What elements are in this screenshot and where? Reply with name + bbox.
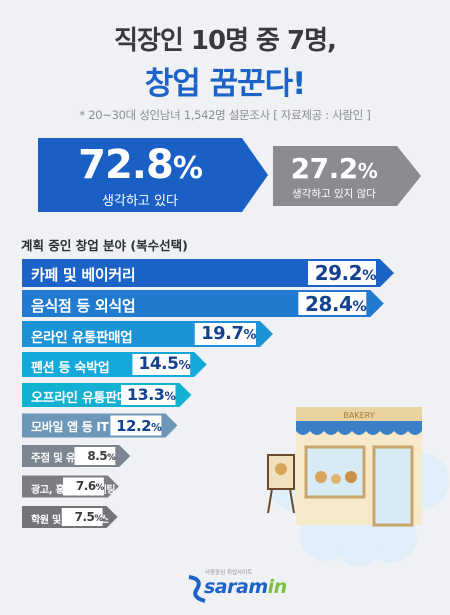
bar-value-8: 7.5% <box>74 509 103 524</box>
summary-no-value: 27.2% <box>290 152 378 185</box>
bar-label-6: 주점 및 유흥서비스 <box>31 451 113 464</box>
bar-0 <box>22 259 394 287</box>
logo-wordmark: saramin <box>204 576 287 598</box>
bar-label-7: 광고, 홍보 등 마케팅 <box>31 484 116 496</box>
bar-value-badge-1 <box>298 292 367 315</box>
bar-value-badge-7 <box>63 477 104 496</box>
bar-label-3: 펜션 등 숙박업 <box>31 360 110 376</box>
bakery-illustration: BAKERY <box>267 407 449 567</box>
bar-value-badge-8 <box>61 508 103 526</box>
bar-value-badge-3 <box>132 354 191 375</box>
saramin-logo: 사람중심 취업사이트 saramin <box>185 567 295 609</box>
bar-1 <box>22 290 384 317</box>
summary-no-label: 생각하고 있지 않다 <box>292 188 376 200</box>
bar-value-badge-0 <box>308 261 376 285</box>
bar-value-5: 12.2% <box>116 416 162 435</box>
bar-label-0: 카페 및 베이커리 <box>31 266 136 284</box>
bar-value-0: 29.2% <box>314 261 377 285</box>
survey-note: * 20~30대 성인남녀 1,542명 설문조사 [ 자료제공 : 사람인 ] <box>79 108 371 122</box>
summary-no-box: 27.2% 생각하고 있지 않다 <box>273 146 421 206</box>
section-title: 계획 중인 창업 분야 (복수선택) <box>21 238 188 253</box>
bar-label-1: 음식점 등 외식업 <box>31 296 136 315</box>
bar-value-4: 13.3% <box>126 385 176 405</box>
logo-tagline: 사람중심 취업사이트 <box>205 570 253 576</box>
bakery-sign: BAKERY <box>343 411 374 420</box>
headline-highlight: 창업 꿈꾼다! <box>144 66 307 102</box>
bar-label-4: 오프라인 유통판매업 <box>31 391 141 407</box>
bar-value-badge-4 <box>121 385 176 405</box>
bar-value-3: 14.5% <box>138 354 191 375</box>
logo-swoosh-icon <box>188 575 206 603</box>
bar-value-7: 7.6% <box>75 479 104 494</box>
summary-yes-value: 72.8% <box>78 142 203 188</box>
bar-value-6: 8.5% <box>87 448 116 463</box>
bar-value-badge-6 <box>74 447 116 465</box>
summary-yes-label: 생각하고 있다 <box>102 194 178 209</box>
summary-yes-box: 72.8% 생각하고 있다 <box>38 138 268 212</box>
bar-label-8: 학원 및 교육서비스 <box>31 515 109 526</box>
bar-value-1: 28.4% <box>305 291 367 316</box>
bar-value-2: 19.7% <box>201 323 256 345</box>
bar-label-5: 모바일 앱 등 IT <box>31 420 109 435</box>
summary-no-shape <box>273 146 421 206</box>
bar-label-2: 온라인 유통판매업 <box>31 329 133 346</box>
bar-value-badge-5 <box>110 415 162 436</box>
bar-value-badge-2 <box>194 323 256 345</box>
headline: 직장인 10명 중 7명, <box>114 26 337 56</box>
summary-yes-shape <box>38 138 268 212</box>
